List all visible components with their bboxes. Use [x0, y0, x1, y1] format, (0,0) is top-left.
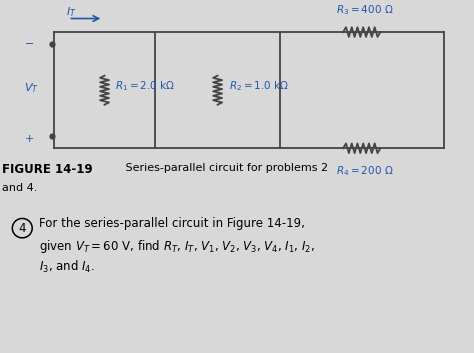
Text: $R_3 = 400\ \Omega$: $R_3 = 400\ \Omega$	[336, 3, 393, 17]
Text: $I_T$: $I_T$	[66, 6, 76, 19]
Text: $R_1 = 2.0\ \mathrm{k\Omega}$: $R_1 = 2.0\ \mathrm{k\Omega}$	[116, 79, 176, 93]
Text: Series-parallel circuit for problems 2: Series-parallel circuit for problems 2	[122, 163, 328, 173]
Text: 4: 4	[18, 222, 26, 235]
Text: $I_3$, and $I_4$.: $I_3$, and $I_4$.	[39, 259, 95, 275]
Text: $V_T$: $V_T$	[24, 81, 39, 95]
Text: $-$: $-$	[24, 37, 34, 47]
Text: $+$: $+$	[24, 133, 34, 144]
Text: $R_2 = 1.0\ \mathrm{k\Omega}$: $R_2 = 1.0\ \mathrm{k\Omega}$	[228, 79, 289, 93]
Text: $R_4 = 200\ \Omega$: $R_4 = 200\ \Omega$	[336, 164, 393, 178]
Text: given $V_T = 60$ V, find $R_T$, $I_T$, $V_1$, $V_2$, $V_3$, $V_4$, $I_1$, $I_2$,: given $V_T = 60$ V, find $R_T$, $I_T$, $…	[39, 238, 315, 255]
Text: FIGURE 14-19: FIGURE 14-19	[2, 163, 93, 176]
Text: and 4.: and 4.	[2, 183, 38, 193]
Text: For the series-parallel circuit in Figure 14-19,: For the series-parallel circuit in Figur…	[39, 217, 305, 230]
